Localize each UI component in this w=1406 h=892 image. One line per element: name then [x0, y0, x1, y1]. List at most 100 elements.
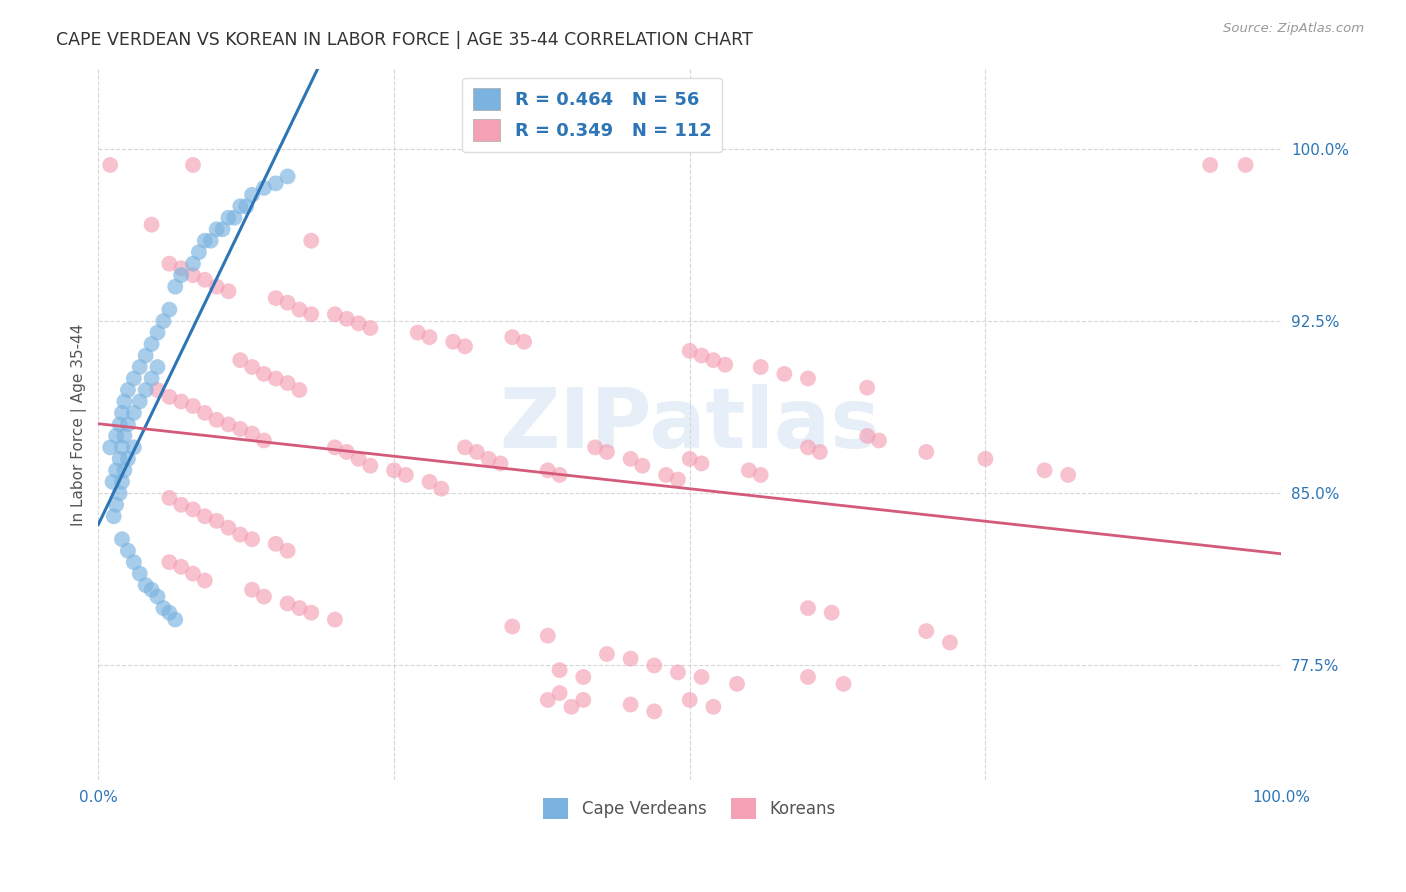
Point: [868, 434, 890, 448]
Point: [619, 698, 641, 712]
Point: [915, 445, 938, 459]
Point: [217, 521, 239, 535]
Point: [108, 417, 131, 432]
Point: [157, 555, 180, 569]
Point: [108, 451, 131, 466]
Point: [501, 619, 523, 633]
Point: [643, 658, 665, 673]
Legend: Cape Verdeans, Koreans: Cape Verdeans, Koreans: [537, 792, 842, 825]
Point: [572, 670, 595, 684]
Point: [217, 211, 239, 225]
Point: [643, 705, 665, 719]
Point: [454, 339, 477, 353]
Point: [465, 445, 488, 459]
Point: [187, 245, 209, 260]
Point: [122, 441, 145, 455]
Point: [205, 222, 228, 236]
Point: [112, 463, 135, 477]
Point: [679, 451, 702, 466]
Text: ZIPatlas: ZIPatlas: [499, 384, 880, 465]
Point: [101, 475, 124, 489]
Point: [181, 502, 204, 516]
Point: [146, 359, 169, 374]
Point: [157, 390, 180, 404]
Point: [690, 670, 713, 684]
Point: [128, 566, 150, 581]
Point: [738, 463, 761, 477]
Point: [277, 376, 299, 390]
Point: [690, 349, 713, 363]
Point: [194, 574, 217, 588]
Point: [240, 532, 263, 546]
Point: [679, 343, 702, 358]
Point: [157, 491, 180, 505]
Point: [631, 458, 654, 473]
Point: [537, 693, 560, 707]
Point: [240, 359, 263, 374]
Point: [264, 371, 287, 385]
Point: [454, 441, 477, 455]
Point: [418, 475, 440, 489]
Text: CAPE VERDEAN VS KOREAN IN LABOR FORCE | AGE 35-44 CORRELATION CHART: CAPE VERDEAN VS KOREAN IN LABOR FORCE | …: [56, 31, 754, 49]
Point: [915, 624, 938, 638]
Point: [181, 566, 204, 581]
Point: [702, 699, 724, 714]
Point: [856, 429, 879, 443]
Point: [217, 417, 239, 432]
Point: [690, 457, 713, 471]
Point: [501, 330, 523, 344]
Point: [513, 334, 536, 349]
Point: [288, 383, 311, 397]
Point: [797, 670, 820, 684]
Point: [211, 222, 233, 236]
Point: [264, 537, 287, 551]
Point: [537, 629, 560, 643]
Point: [347, 451, 370, 466]
Point: [111, 406, 134, 420]
Point: [560, 699, 582, 714]
Point: [194, 273, 217, 287]
Point: [170, 394, 193, 409]
Point: [205, 514, 228, 528]
Point: [170, 261, 193, 276]
Point: [619, 451, 641, 466]
Point: [666, 665, 689, 680]
Point: [253, 181, 276, 195]
Point: [105, 429, 128, 443]
Point: [666, 473, 689, 487]
Point: [336, 311, 359, 326]
Point: [122, 406, 145, 420]
Point: [253, 367, 276, 381]
Point: [323, 613, 346, 627]
Point: [229, 422, 252, 436]
Point: [105, 498, 128, 512]
Point: [323, 307, 346, 321]
Point: [749, 359, 772, 374]
Point: [165, 279, 187, 293]
Point: [205, 279, 228, 293]
Point: [1057, 467, 1080, 482]
Point: [548, 467, 571, 482]
Point: [797, 371, 820, 385]
Point: [749, 467, 772, 482]
Point: [240, 426, 263, 441]
Point: [336, 445, 359, 459]
Point: [288, 601, 311, 615]
Point: [478, 451, 501, 466]
Point: [347, 317, 370, 331]
Point: [111, 475, 134, 489]
Point: [418, 330, 440, 344]
Point: [1234, 158, 1257, 172]
Point: [146, 326, 169, 340]
Point: [111, 532, 134, 546]
Point: [240, 187, 263, 202]
Point: [146, 383, 169, 397]
Point: [122, 555, 145, 569]
Point: [98, 441, 121, 455]
Point: [181, 158, 204, 172]
Point: [135, 349, 157, 363]
Point: [181, 257, 204, 271]
Point: [572, 693, 595, 707]
Point: [253, 434, 276, 448]
Point: [205, 413, 228, 427]
